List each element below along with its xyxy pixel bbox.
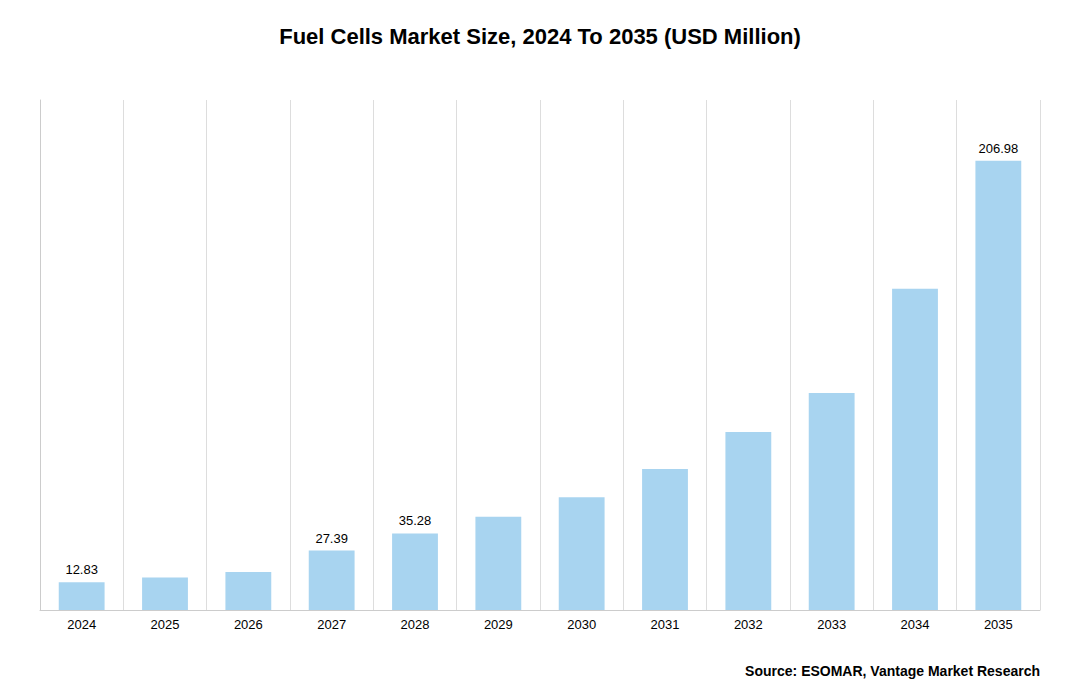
svg-text:206.98: 206.98 — [978, 141, 1018, 156]
svg-text:2033: 2033 — [817, 617, 846, 632]
svg-text:Source: ESOMAR, Vantage Market: Source: ESOMAR, Vantage Market Research — [745, 663, 1040, 679]
svg-text:35.28: 35.28 — [399, 513, 432, 528]
svg-text:2032: 2032 — [734, 617, 763, 632]
svg-text:2027: 2027 — [317, 617, 346, 632]
svg-text:2026: 2026 — [234, 617, 263, 632]
svg-text:2034: 2034 — [901, 617, 930, 632]
svg-text:2031: 2031 — [651, 617, 680, 632]
svg-text:2024: 2024 — [67, 617, 96, 632]
svg-text:2035: 2035 — [984, 617, 1013, 632]
svg-text:2030: 2030 — [567, 617, 596, 632]
svg-text:Fuel Cells Market Size, 2024 T: Fuel Cells Market Size, 2024 To 2035 (US… — [279, 24, 801, 49]
svg-text:2028: 2028 — [401, 617, 430, 632]
svg-text:12.83: 12.83 — [65, 562, 98, 577]
svg-text:2029: 2029 — [484, 617, 513, 632]
svg-text:2025: 2025 — [151, 617, 180, 632]
svg-text:27.39: 27.39 — [315, 531, 348, 546]
